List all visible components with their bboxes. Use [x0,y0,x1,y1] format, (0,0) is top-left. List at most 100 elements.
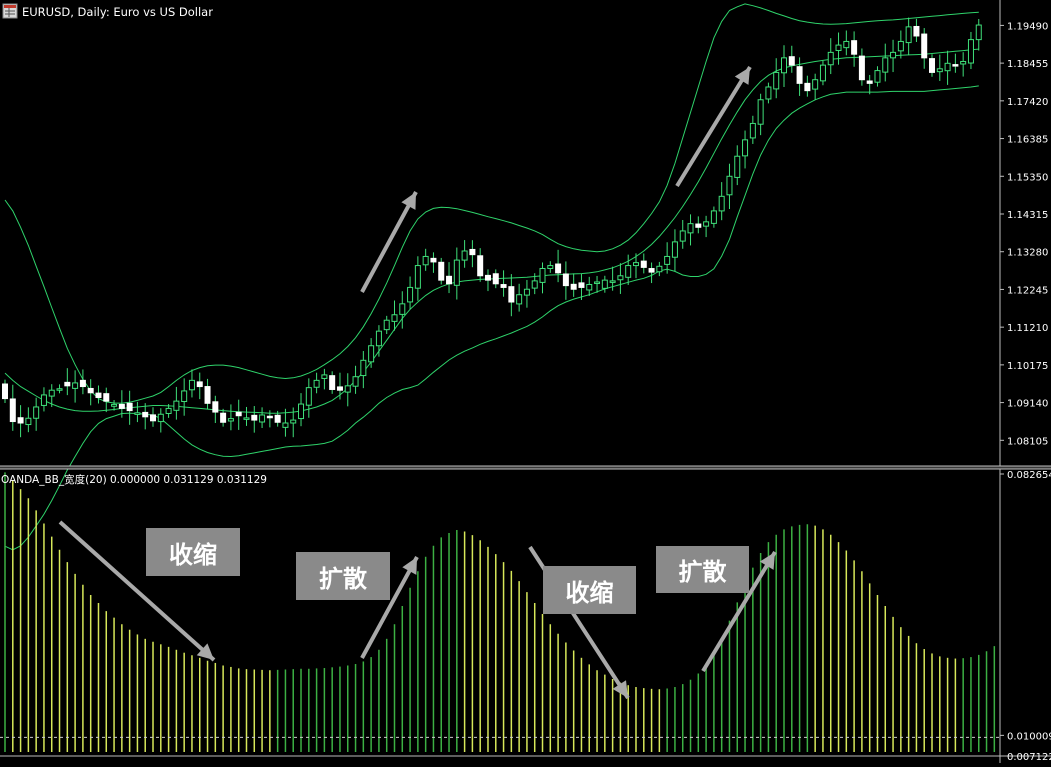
candle [17,405,24,438]
candle [547,261,554,273]
candle [266,410,273,428]
candle [235,399,242,430]
candle [905,17,912,56]
candle [150,407,157,427]
expansion-arrow-1 [360,556,419,659]
candle [305,378,312,418]
price-tick-label: 1.14315 [1007,210,1048,221]
candle [453,247,460,300]
candle [40,387,47,412]
candle [95,385,102,404]
candle [500,270,507,297]
candle [274,410,281,427]
expansion-arrow-2 [701,550,777,673]
window-icon[interactable] [2,3,18,19]
candle [757,93,764,136]
candle [812,73,819,101]
candle [710,206,717,228]
candle [695,216,702,234]
candle [781,45,787,88]
candle [2,379,8,403]
candle [259,407,266,429]
candle [773,58,780,99]
price-tick-label: 1.19490 [1007,21,1048,32]
pane-separator[interactable] [0,466,1051,469]
candle [79,369,86,395]
candle [952,53,959,73]
candle [742,130,749,169]
candle [632,253,639,279]
price-tick-label: 1.12245 [1007,285,1048,296]
candle [975,19,982,51]
candle [703,215,710,238]
candle [56,384,63,394]
candle [33,397,40,431]
candle [609,266,616,291]
candle [414,256,421,301]
candle [671,229,678,272]
candle [461,240,468,268]
candle [103,387,110,413]
annotation-expansion-1: 扩散 [296,552,390,600]
candle [796,57,803,96]
candle [531,273,538,295]
price-tick-label: 1.08105 [1007,436,1048,447]
candle [157,408,164,433]
candle [921,28,928,69]
candle [383,315,390,335]
candle [368,338,375,368]
candle [944,50,951,85]
candle [788,45,795,73]
window-title: EURUSD, Daily: Euro vs US Dollar [22,5,213,19]
candle [399,291,406,329]
candle [438,257,445,285]
candle [212,395,219,423]
trend-arrow-up-1 [360,191,418,293]
candle [407,276,414,310]
candle [134,401,141,423]
candle [282,408,289,437]
candle [562,261,569,300]
candle [72,370,79,403]
candle [960,52,967,77]
middle-band-line [4,48,979,414]
candle [578,273,585,301]
candle [352,365,359,394]
candle [298,393,305,427]
candle [858,48,865,86]
candle [422,248,429,271]
candle [126,390,133,425]
candle [321,368,328,390]
candle [890,39,897,73]
candle [204,378,211,410]
candle [375,325,382,357]
candle [687,214,694,246]
candle [570,273,577,297]
candle [664,242,671,274]
candle [446,262,453,294]
candle [173,386,180,420]
annotation-contraction-1: 收缩 [146,528,240,576]
candle [617,263,624,294]
candle [430,252,437,273]
candle [181,378,188,416]
candle [827,38,834,75]
candle [111,400,118,411]
candle [118,390,125,418]
candle [25,407,32,433]
candle [640,253,647,274]
candle [165,404,172,418]
candle [726,163,733,210]
candle [243,406,250,426]
indicator-label: OANDA_BB_宽度(20) 0.000000 0.031129 0.0311… [1,473,267,486]
candle [835,32,842,65]
candle [851,31,858,67]
candle [866,74,873,95]
indicator-tick-label: 0.007122 [1007,752,1051,763]
candle [936,54,943,81]
candle [586,276,593,296]
candle [625,254,632,285]
price-tick-label: 1.17420 [1007,97,1048,108]
candle [477,248,484,282]
candle [539,262,546,294]
